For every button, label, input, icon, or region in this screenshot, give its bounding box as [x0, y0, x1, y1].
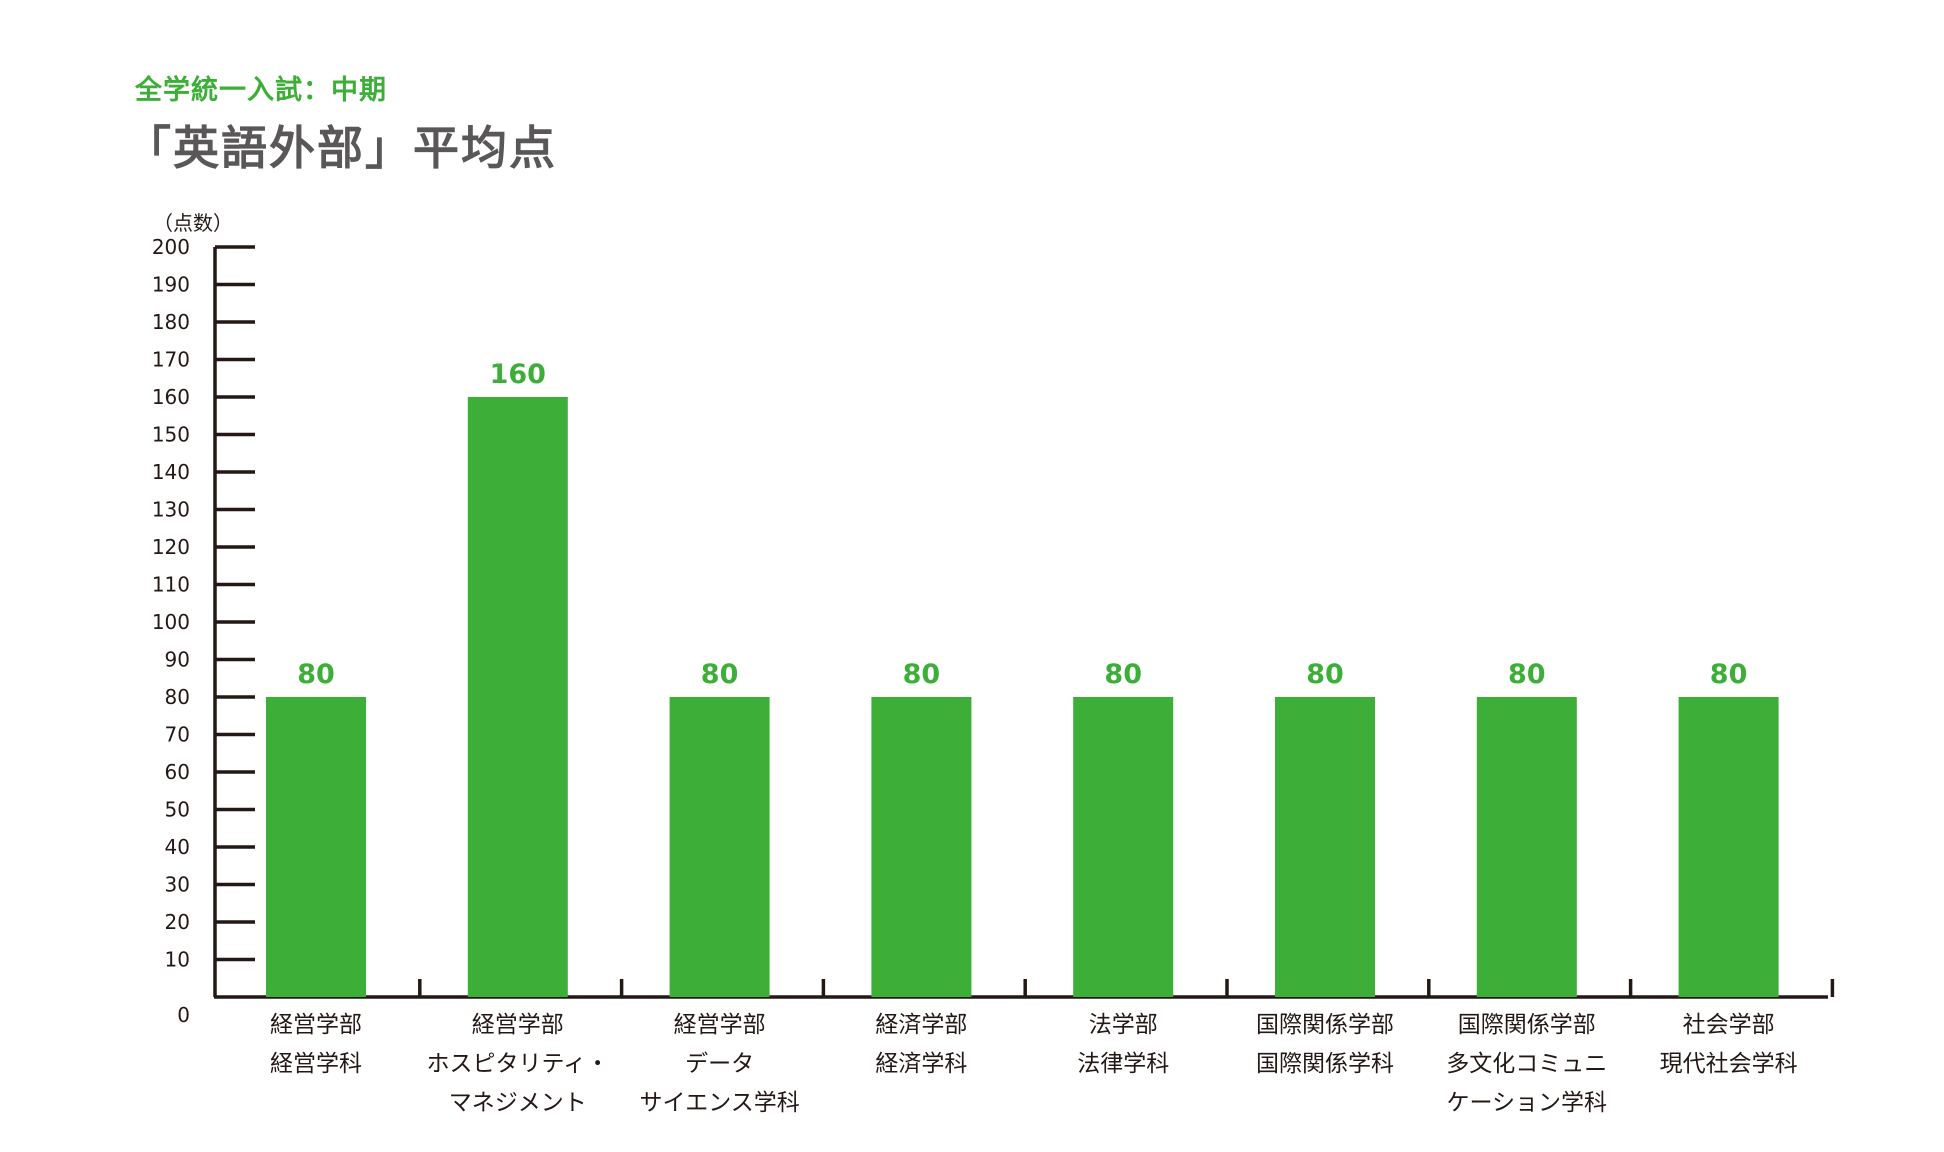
category-label-3: 経営学部データサイエンス学科 — [639, 1012, 799, 1116]
bar-2 — [467, 397, 568, 997]
category-label-8-line-2: 現代社会学科 — [1660, 1051, 1798, 1077]
category-label-2-line-1: 経営学部 — [472, 1012, 564, 1038]
bar-6 — [1275, 697, 1375, 997]
category-label-2: 経営学部ホスピタリティ・マネジメント — [426, 1012, 609, 1116]
y-tick-label-150: 150 — [152, 423, 190, 447]
y-tick-label-110: 110 — [152, 573, 190, 597]
category-label-5-line-2: 法律学科 — [1077, 1051, 1169, 1077]
category-label-4: 経済学部経済学科 — [875, 1012, 967, 1077]
category-label-6-line-1: 国際関係学部 — [1256, 1012, 1394, 1038]
category-label-6: 国際関係学部国際関係学科 — [1256, 1012, 1394, 1077]
category-label-1: 経営学部経営学科 — [270, 1012, 362, 1077]
y-tick-label-40: 40 — [165, 835, 190, 859]
y-tick-label-70: 70 — [165, 723, 190, 747]
value-label-5: 80 — [1104, 659, 1142, 690]
y-tick-label-20: 20 — [165, 910, 190, 934]
category-label-1-line-1: 経営学部 — [270, 1012, 362, 1038]
category-label-2-line-2: ホスピタリティ・ — [426, 1051, 609, 1077]
y-axis-unit-label: （点数） — [153, 211, 233, 235]
y-tick-label-190: 190 — [152, 273, 190, 297]
value-label-1: 80 — [297, 659, 335, 690]
bar-4 — [871, 697, 972, 997]
value-label-6: 80 — [1306, 659, 1344, 690]
y-tick-label-0: 0 — [177, 1003, 190, 1027]
value-label-7: 80 — [1508, 659, 1546, 690]
y-tick-label-30: 30 — [165, 873, 190, 897]
bar-3 — [669, 697, 770, 997]
category-label-2-line-3: マネジメント — [449, 1090, 587, 1116]
value-label-3: 80 — [701, 659, 739, 690]
y-tick-label-180: 180 — [152, 310, 190, 334]
category-label-8: 社会学部現代社会学科 — [1660, 1012, 1798, 1077]
y-tick-label-50: 50 — [165, 798, 190, 822]
y-tick-label-90: 90 — [165, 648, 190, 672]
value-label-8: 80 — [1710, 659, 1748, 690]
y-tick-label-100: 100 — [152, 610, 190, 634]
category-label-4-line-2: 経済学科 — [875, 1051, 967, 1077]
bar-7 — [1476, 697, 1577, 997]
category-label-5: 法学部法律学科 — [1077, 1012, 1169, 1077]
category-label-4-line-1: 経済学部 — [875, 1012, 967, 1038]
y-tick-label-60: 60 — [165, 760, 190, 784]
category-label-7-line-3: ケーション学科 — [1447, 1090, 1608, 1116]
y-tick-label-80: 80 — [165, 685, 190, 709]
bar-1 — [266, 697, 366, 997]
category-label-3-line-2: データ — [685, 1051, 754, 1077]
category-label-7: 国際関係学部多文化コミュニケーション学科 — [1446, 1012, 1607, 1116]
category-label-1-line-2: 経営学科 — [270, 1051, 362, 1077]
y-tick-label-130: 130 — [152, 498, 190, 522]
y-tick-label-120: 120 — [152, 535, 190, 559]
category-label-8-line-1: 社会学部 — [1683, 1012, 1775, 1038]
category-label-6-line-2: 国際関係学科 — [1256, 1051, 1394, 1077]
bar-8 — [1678, 697, 1779, 997]
category-label-5-line-1: 法学部 — [1089, 1012, 1158, 1038]
value-label-2: 160 — [490, 359, 546, 390]
value-label-4: 80 — [903, 659, 941, 690]
chart-title: 「英語外部」平均点 — [125, 121, 557, 175]
y-tick-label-10: 10 — [165, 948, 190, 972]
chart-subtitle: 全学統一入試：中期 — [135, 75, 387, 106]
bar-5 — [1073, 697, 1174, 997]
category-label-7-line-1: 国際関係学部 — [1458, 1012, 1596, 1038]
y-tick-label-200: 200 — [152, 235, 190, 259]
y-tick-label-140: 140 — [152, 460, 190, 484]
category-label-7-line-2: 多文化コミュニ — [1446, 1051, 1607, 1077]
y-tick-label-170: 170 — [152, 348, 190, 372]
y-tick-label-160: 160 — [152, 385, 190, 409]
category-label-3-line-3: サイエンス学科 — [639, 1090, 799, 1116]
category-label-3-line-1: 経営学部 — [674, 1012, 766, 1038]
